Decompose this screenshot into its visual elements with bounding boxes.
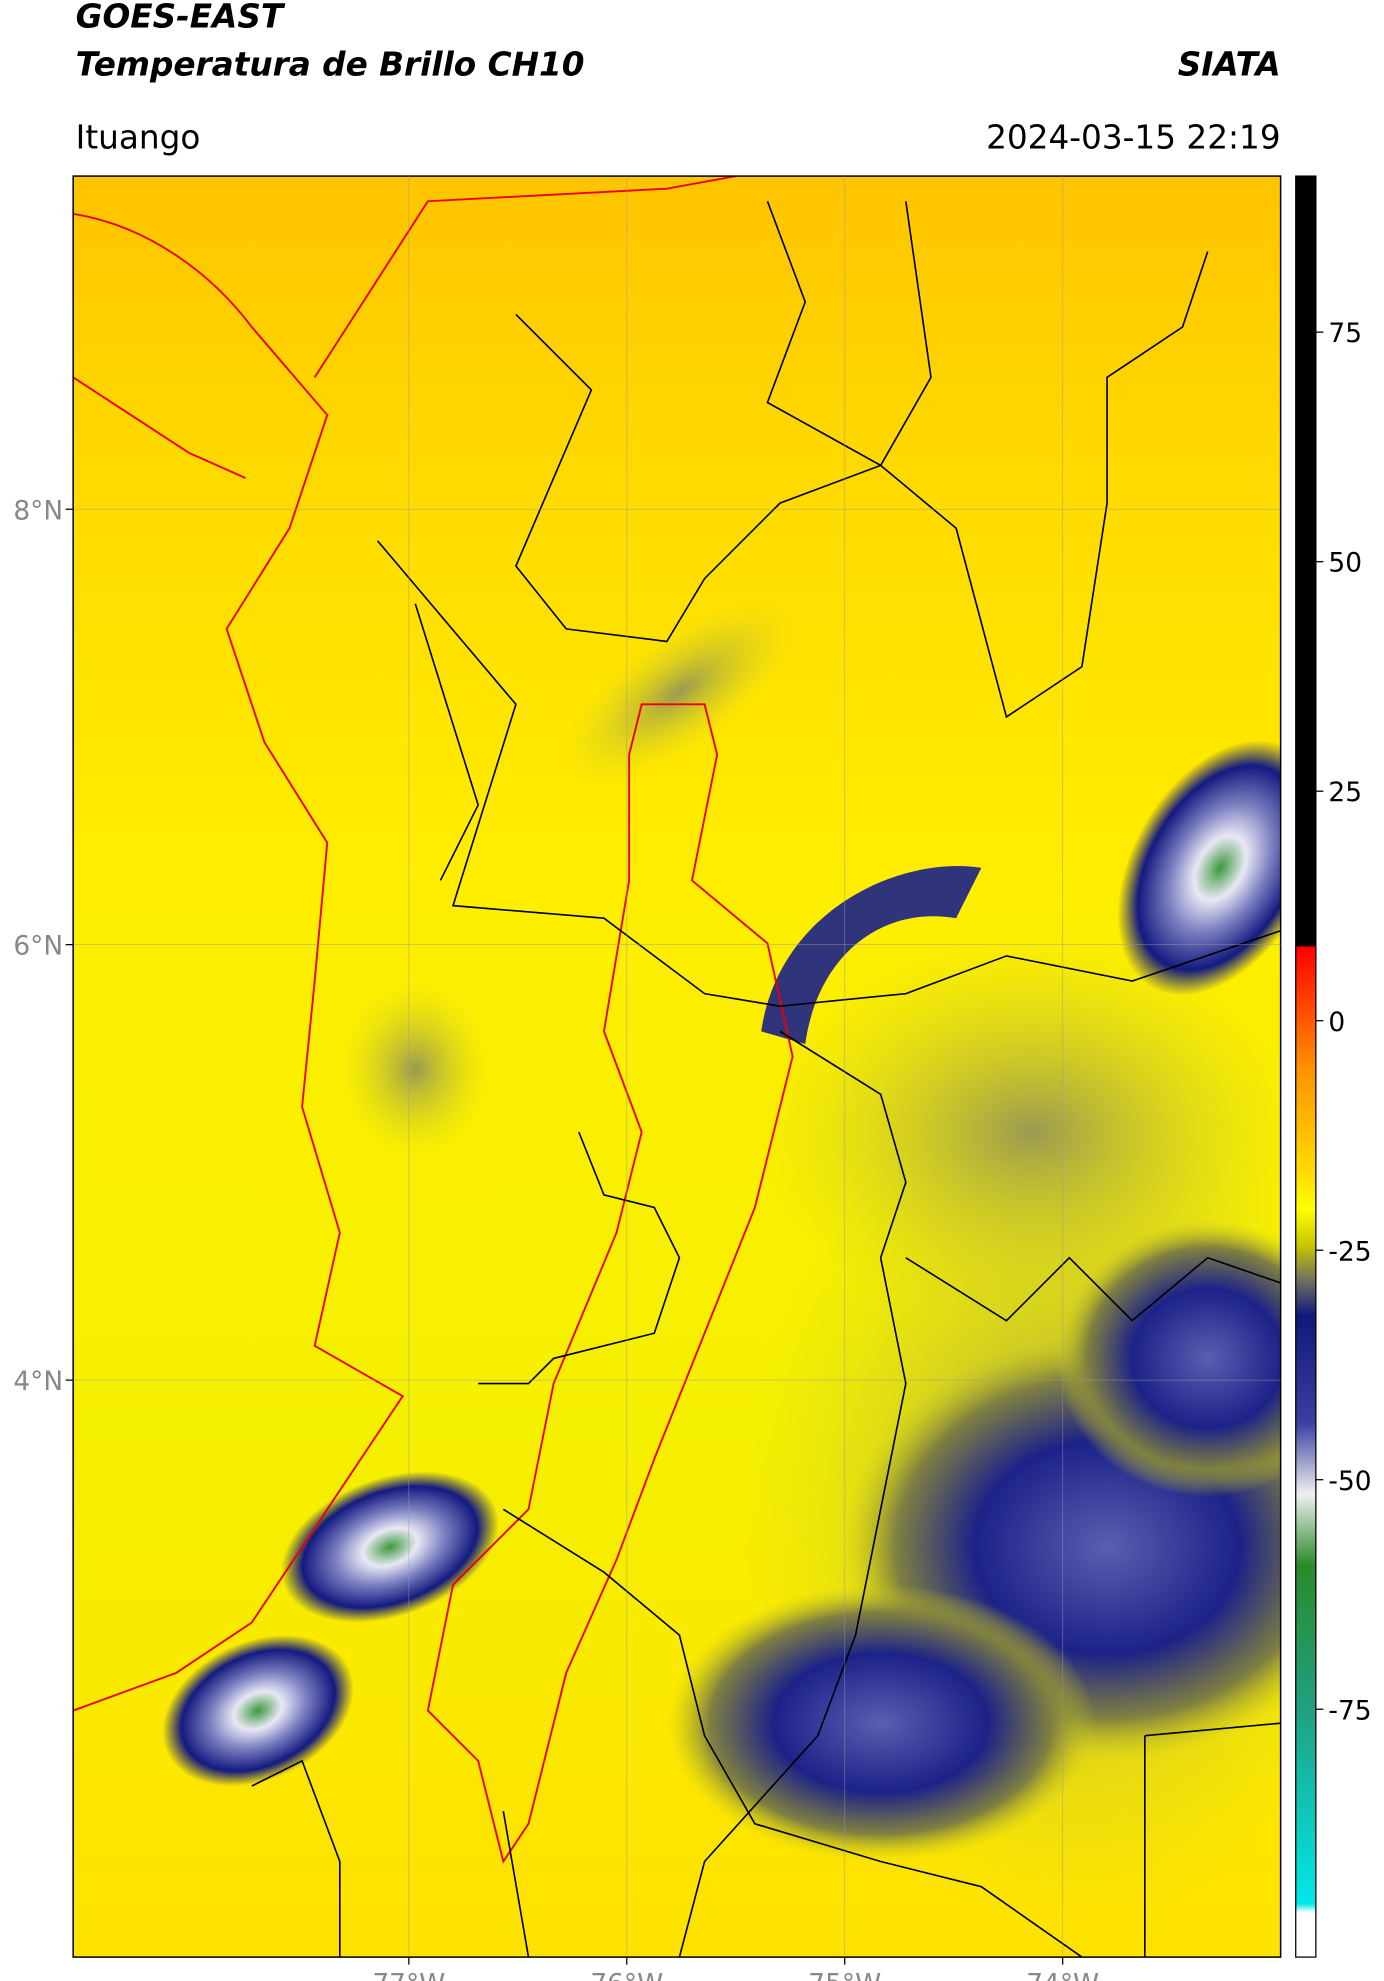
colorbar-tick-label: 25 (1328, 777, 1362, 808)
y-tick-label: 8°N (13, 495, 63, 526)
y-tick-label: 6°N (13, 931, 63, 962)
subtitle: Temperatura de Brillo CH10 (76, 45, 585, 83)
title: GOES-EAST (76, 0, 286, 36)
source: SIATA (1178, 45, 1281, 83)
colorbar-tick-label: -75 (1328, 1695, 1371, 1726)
x-tick-label: 77°W (372, 1968, 445, 1981)
map-frame (72, 175, 1282, 1958)
y-tick-label: 4°N (13, 1366, 63, 1397)
colorbar-tick-label: 75 (1328, 318, 1362, 349)
x-tick-label: 76°W (590, 1968, 663, 1981)
satellite-image (73, 176, 1281, 1958)
x-tick-label: 74°W (1026, 1968, 1099, 1981)
x-tick-label: 75°W (808, 1968, 881, 1981)
colorbar-tick-label: -25 (1328, 1236, 1371, 1267)
datetime: 2024-03-15 22:19 (986, 118, 1281, 156)
colorbar (1295, 175, 1317, 1958)
colorbar-tick-label: -50 (1328, 1466, 1371, 1497)
location: Ituango (76, 118, 201, 156)
colorbar-tick-label: 0 (1328, 1007, 1345, 1038)
colorbar-tick-label: 50 (1328, 548, 1362, 579)
